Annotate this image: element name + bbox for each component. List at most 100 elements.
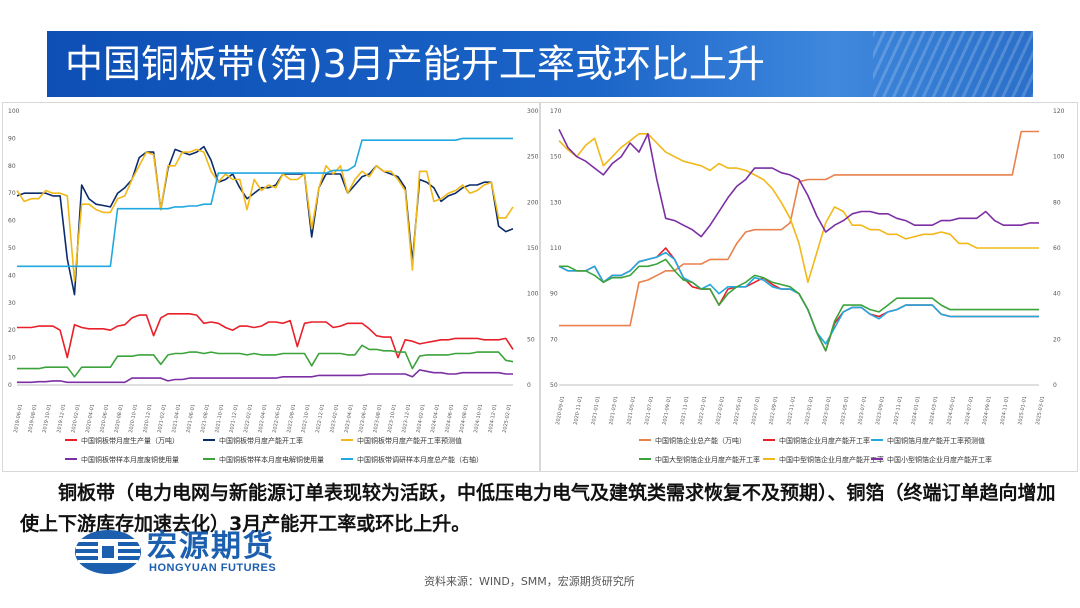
x-tick-label: 2022-08-01 [286, 404, 297, 434]
x-tick-label: 2023-09-01 [875, 396, 886, 426]
legend-label-3: 中国铜板带月度产能开工率预测值 [357, 436, 462, 445]
x-tick-label: 2023-06-01 [358, 404, 369, 434]
x-tick-label: 2022-04-01 [257, 404, 268, 434]
legend-label-2: 中国铜板带月度产能开工率 [219, 436, 303, 445]
x-tick-label: 2023-11-01 [893, 396, 904, 426]
x-tick-label: 2025-02-01 [502, 404, 513, 434]
legend-label-1: 中国铜板带月度生产量（万吨） [81, 436, 179, 445]
y-tick-label: 20 [8, 327, 16, 334]
x-tick-label: 2025-01-01 [1017, 396, 1028, 426]
x-tick-label: 2021-02-01 [157, 404, 168, 434]
y2-tick-label: 200 [527, 199, 539, 206]
x-tick-label: 2024-04-01 [430, 404, 441, 434]
y-tick-label: 10 [8, 355, 16, 362]
series-line-3 [16, 148, 514, 282]
x-tick-label: 2021-11-01 [680, 396, 691, 426]
x-tick-label: 2022-09-01 [768, 396, 779, 426]
y2-tick-label: 150 [527, 245, 539, 252]
x-tick-label: 2023-02-01 [329, 404, 340, 434]
y2-tick-label: 20 [1053, 336, 1061, 343]
copper-foil-chart: 50 70 90 110 130 150 170 0 20 40 60 80 100 120 2020-09… [540, 102, 1078, 472]
y-tick-label: 0 [8, 382, 12, 389]
x-tick-label: 2022-11-01 [786, 396, 797, 426]
series-line-4 [559, 258, 1039, 352]
x-tick-label: 2024-05-01 [946, 396, 957, 426]
y-tick-label: 130 [550, 199, 562, 206]
logo-name-cn: 宏源期货 [147, 529, 275, 564]
x-tick-label: 2021-10-01 [214, 404, 225, 434]
y2-tick-label: 40 [1053, 291, 1061, 298]
x-tick-label: 2025-03-01 [1035, 396, 1046, 426]
x-tick-label: 2019-12-01 [56, 404, 67, 434]
series-line-4 [17, 369, 513, 384]
series-line-1 [17, 313, 514, 359]
series-line-5 [558, 132, 1039, 284]
x-tick-label: 2022-05-01 [733, 396, 744, 426]
series-line-5 [17, 344, 514, 378]
x-tick-label: 2021-09-01 [662, 396, 673, 426]
x-tick-label: 2022-01-01 [697, 396, 708, 426]
x-tick-label: 2023-01-01 [804, 396, 815, 426]
logo-name-en: HONGYUAN FUTURES [149, 562, 277, 574]
y-tick-label: 30 [8, 300, 16, 307]
x-tick-label: 2023-07-01 [857, 396, 868, 426]
x-tick-label: 2021-05-01 [626, 396, 637, 426]
x-tick-label: 2020-12-01 [142, 404, 153, 434]
y2-tick-label: 100 [527, 291, 539, 298]
x-tick-label: 2019-08-01 [27, 404, 38, 434]
legend-label-5: 中国中型铜箔企业月度产能开工率 [779, 455, 884, 464]
y-tick-label: 60 [8, 218, 16, 225]
y-tick-label: 50 [8, 245, 16, 252]
x-tick-label: 2020-06-01 [99, 404, 110, 434]
x-tick-label: 2022-07-01 [751, 396, 762, 426]
legend-label-2: 中国铜箔企业月度产能开工率 [779, 436, 870, 445]
series-line-3 [558, 251, 1039, 345]
y2-tick-label: 80 [1053, 199, 1061, 206]
y2-tick-label: 0 [1053, 382, 1057, 389]
title-bar: 中国铜板带(箔)3月产能开工率或环比上升 [47, 31, 1033, 97]
y2-tick-label: 0 [527, 382, 531, 389]
body-text: 铜板带（电力电网与新能源订单表现较为活跃，中低压电力电气及建筑类需求恢复不及预期… [20, 482, 1056, 535]
x-tick-label: 2022-12-01 [315, 404, 326, 434]
x-tick-label: 2021-08-01 [200, 404, 211, 434]
series-line-2 [558, 247, 1039, 352]
x-tick-label: 2024-10-01 [473, 404, 484, 434]
series-line-1 [559, 130, 1039, 327]
y-tick-label: 100 [8, 108, 20, 115]
x-tick-label: 2023-12-01 [401, 404, 412, 434]
copper-foil-chart-svg: 50 70 90 110 130 150 170 0 20 40 60 80 100 120 2020-09… [550, 108, 1065, 464]
y-tick-label: 170 [550, 108, 562, 115]
x-tick-label: 2021-12-01 [229, 404, 240, 434]
x-tick-label: 2024-09-01 [982, 396, 993, 426]
x-tick-label: 2021-03-01 [608, 396, 619, 426]
legend-label-6: 中国铜板带调研样本月度总产能（右轴） [357, 455, 483, 464]
page-title: 中国铜板带(箔)3月产能开工率或环比上升 [65, 42, 765, 86]
y2-tick-label: 100 [1053, 154, 1065, 161]
y2-tick-label: 50 [527, 336, 535, 343]
x-tick-label: 2022-06-01 [272, 404, 283, 434]
x-tick-label: 2019-10-01 [42, 404, 53, 434]
x-tick-label: 2022-02-01 [243, 404, 254, 434]
x-tick-label: 2022-03-01 [715, 396, 726, 426]
x-tick-label: 2024-01-01 [911, 396, 922, 426]
x-tick-label: 2020-02-01 [71, 404, 82, 434]
x-tick-label: 2020-09-01 [555, 396, 566, 426]
x-tick-label: 2022-10-01 [301, 404, 312, 434]
series-line-6 [558, 128, 1039, 238]
x-tick-label: 2024-07-01 [964, 396, 975, 426]
company-logo: 宏源期货 HONGYUAN FUTURES [74, 528, 314, 576]
x-tick-label: 2023-03-01 [822, 396, 833, 426]
x-tick-label: 2020-04-01 [85, 404, 96, 434]
legend-label-4: 中国大型铜箔企业月度产能开工率 [655, 455, 760, 464]
x-tick-label: 2019-06-01 [13, 404, 24, 434]
x-tick-label: 2021-04-01 [171, 404, 182, 434]
source-note: 资料来源：WIND，SMM，宏源期货研究所 [424, 575, 635, 588]
y-tick-label: 70 [550, 336, 558, 343]
x-tick-label: 2023-04-01 [344, 404, 355, 434]
y2-tick-label: 120 [1053, 108, 1065, 115]
x-tick-label: 2024-08-01 [459, 404, 470, 434]
y-tick-label: 90 [8, 135, 16, 142]
x-tick-label: 2024-03-01 [928, 396, 939, 426]
y-tick-label: 40 [8, 272, 16, 279]
x-tick-label: 2024-02-01 [416, 404, 427, 434]
